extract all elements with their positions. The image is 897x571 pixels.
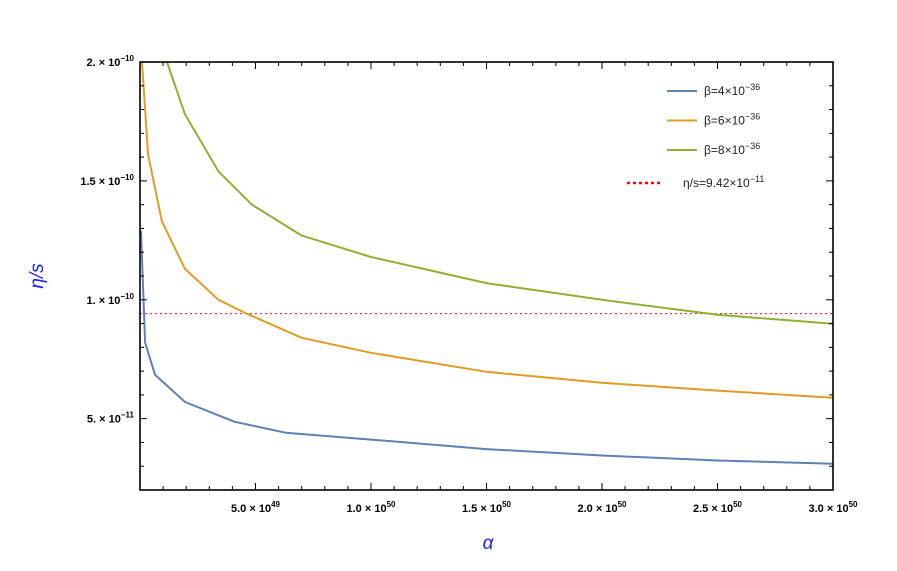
legend-item-reference: η/s=9.42×10−11 — [627, 174, 764, 190]
axis-ticks — [140, 62, 834, 490]
y-tick-exponent: −10 — [120, 54, 134, 63]
legend-label: β=4×10−36 — [704, 82, 760, 98]
legend-label-base: β=4×10 — [704, 84, 745, 98]
legend-label: β=6×10−36 — [704, 112, 760, 128]
legend-label-exponent: −36 — [745, 82, 760, 92]
legend-label-exponent: −11 — [750, 174, 765, 184]
tick-labels: 5.0 × 1049 1.0 × 1050 1.5 × 1050 2.0 × 1050… — [80, 54, 858, 515]
y-tick-exponent: −10 — [120, 173, 134, 182]
legend-item-2: β=8×10−36 — [667, 141, 760, 157]
x-tick-label: 2.0 × 1050 — [578, 500, 628, 515]
series-line-1 — [141, 62, 833, 399]
legend: β=4×10−36β=6×10−36β=8×10−36η/s=9.42×10−1… — [627, 82, 764, 190]
x-tick-mantissa: 1.0 × 10 — [347, 503, 387, 515]
y-tick-label: 1.5 × 10−10 — [80, 173, 134, 188]
x-tick-label: 1.5 × 1050 — [462, 500, 512, 515]
x-tick-mantissa: 2.5 × 10 — [693, 503, 733, 515]
series-line-2 — [166, 62, 833, 325]
plot-area — [140, 62, 833, 465]
x-tick-exponent: 50 — [387, 500, 396, 509]
y-axis-title: η/s — [27, 263, 48, 289]
x-axis-title: α — [483, 533, 495, 554]
legend-label: η/s=9.42×10−11 — [683, 174, 764, 190]
x-tick-exponent: 50 — [502, 500, 511, 509]
y-tick-exponent: −10 — [120, 292, 134, 301]
legend-label-exponent: −36 — [745, 141, 760, 151]
x-tick-mantissa: 2.0 × 10 — [578, 503, 618, 515]
legend-label-base: β=6×10 — [704, 114, 745, 128]
legend-item-1: β=6×10−36 — [667, 112, 760, 128]
y-tick-mantissa: 5. × 10 — [87, 414, 121, 426]
y-tick-mantissa: 2. × 10 — [86, 57, 120, 69]
y-tick-label: 1. × 10−10 — [86, 292, 134, 307]
legend-label: β=8×10−36 — [704, 141, 760, 157]
x-tick-label: 5.0 × 1049 — [231, 500, 281, 515]
series-line-0 — [140, 230, 833, 465]
x-tick-label: 1.0 × 1050 — [347, 500, 397, 515]
y-tick-label: 2. × 10−10 — [86, 54, 134, 69]
x-tick-exponent: 49 — [271, 500, 280, 509]
legend-label-base: η/s=9.42×10 — [683, 176, 750, 190]
x-tick-exponent: 50 — [733, 500, 742, 509]
y-tick-exponent: −11 — [121, 411, 135, 420]
x-tick-mantissa: 1.5 × 10 — [462, 503, 502, 515]
y-tick-mantissa: 1.5 × 10 — [80, 176, 120, 188]
x-tick-mantissa: 3.0 × 10 — [809, 503, 849, 515]
x-tick-label: 2.5 × 1050 — [693, 500, 743, 515]
x-tick-label: 3.0 × 1050 — [809, 500, 859, 515]
y-tick-label: 5. × 10−11 — [87, 411, 135, 426]
x-tick-exponent: 50 — [618, 500, 627, 509]
legend-label-exponent: −36 — [745, 112, 760, 122]
legend-item-0: β=4×10−36 — [667, 82, 760, 98]
y-tick-mantissa: 1. × 10 — [86, 295, 120, 307]
x-tick-mantissa: 5.0 × 10 — [231, 503, 271, 515]
legend-label-base: β=8×10 — [704, 143, 745, 157]
x-tick-exponent: 50 — [849, 500, 858, 509]
